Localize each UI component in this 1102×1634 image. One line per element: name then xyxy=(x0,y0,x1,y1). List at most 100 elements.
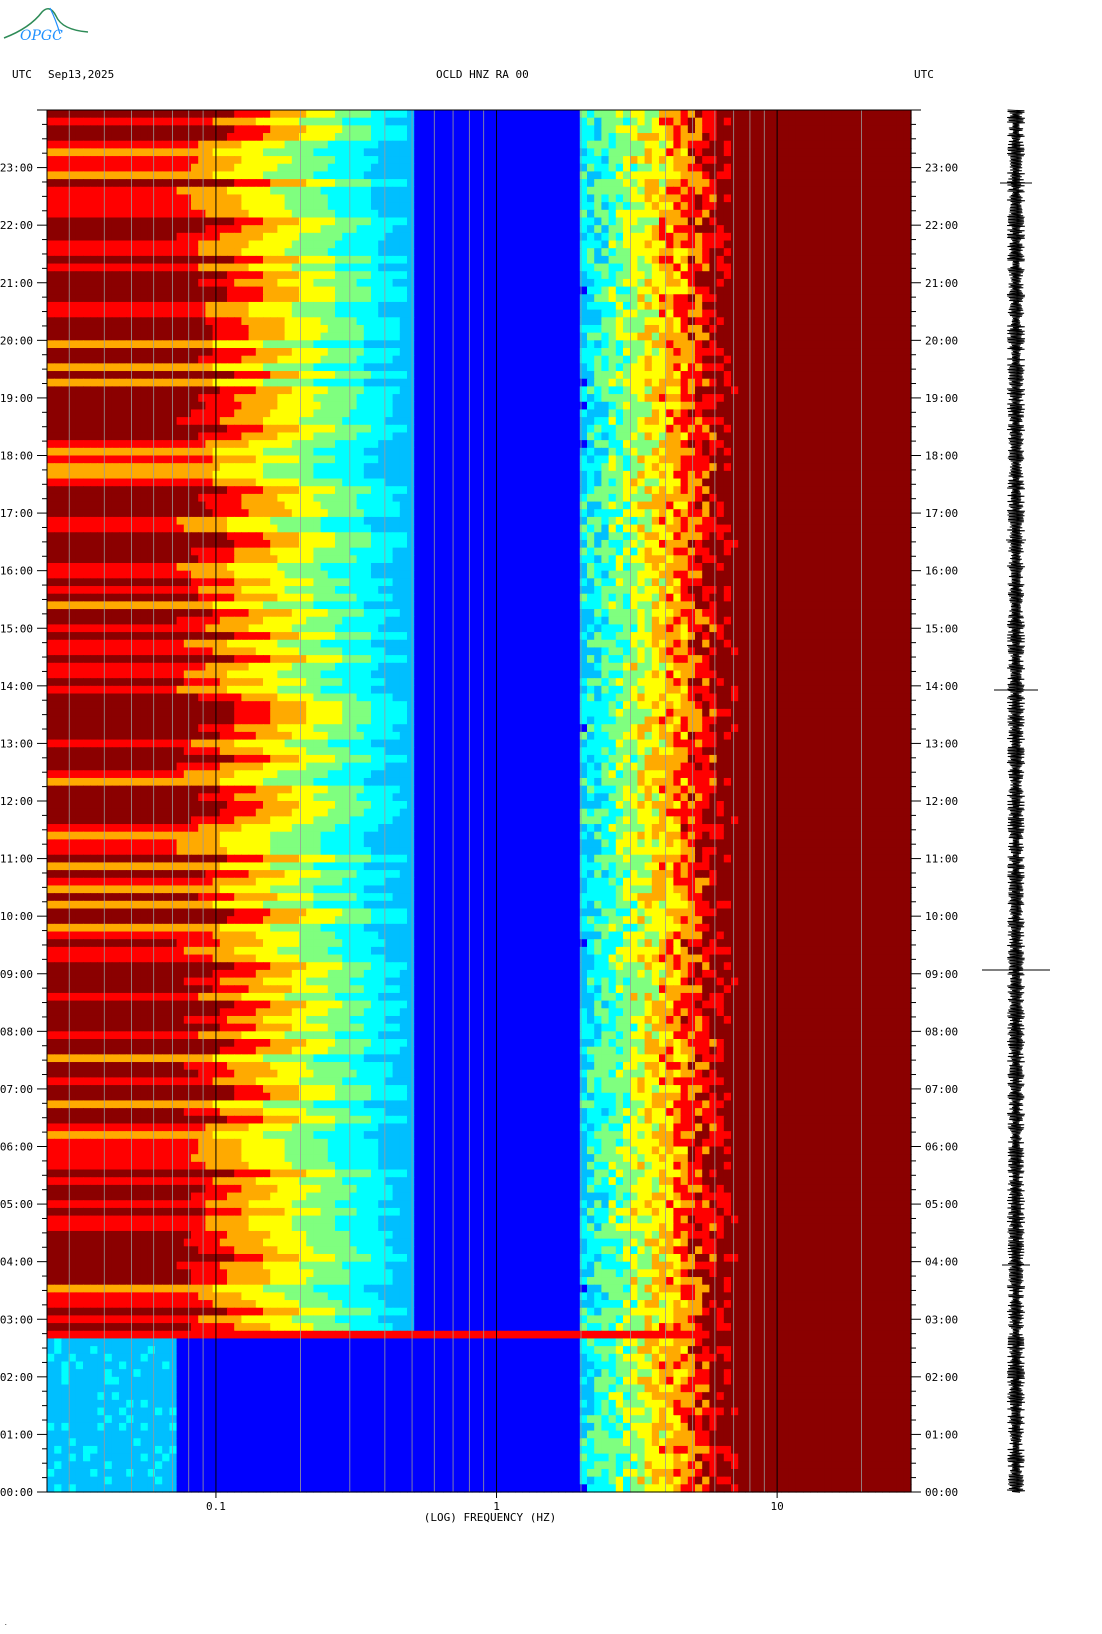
heatmap-cell xyxy=(111,209,120,219)
heatmap-cell xyxy=(651,255,660,265)
heatmap-cell xyxy=(587,394,595,403)
heatmap-cell xyxy=(529,179,538,188)
heatmap-cell xyxy=(889,225,898,234)
heatmap-cell xyxy=(299,348,307,357)
heatmap-cell xyxy=(522,202,530,211)
heatmap-cell xyxy=(572,355,581,364)
heatmap-cell xyxy=(759,271,768,280)
heatmap-cell xyxy=(752,378,761,387)
heatmap-cell xyxy=(752,186,761,196)
heatmap-cell xyxy=(191,263,199,272)
heatmap-cell xyxy=(183,217,192,226)
heatmap-cell xyxy=(61,125,70,134)
heatmap-cell xyxy=(579,348,588,357)
heatmap-cell xyxy=(673,225,682,234)
heatmap-cell xyxy=(443,394,451,403)
heatmap-cell xyxy=(903,324,912,334)
heatmap-cell xyxy=(378,424,386,434)
heatmap-cell xyxy=(176,209,185,219)
heatmap-cell xyxy=(882,371,890,380)
heatmap-cell xyxy=(342,194,350,203)
heatmap-cell xyxy=(839,156,847,165)
heatmap-cell xyxy=(723,171,732,180)
heatmap-cell xyxy=(183,240,192,249)
heatmap-cell xyxy=(342,386,350,395)
heatmap-cell xyxy=(795,148,804,157)
heatmap-cell xyxy=(615,209,624,219)
heatmap-cell xyxy=(709,278,718,288)
heatmap-cell xyxy=(507,294,516,303)
heatmap-cell xyxy=(759,194,768,203)
heatmap-cell xyxy=(284,202,293,211)
heatmap-cell xyxy=(795,348,804,357)
heatmap-cell xyxy=(126,409,134,418)
heatmap-cell xyxy=(695,186,703,196)
heatmap-cell xyxy=(277,117,286,126)
heatmap-cell xyxy=(630,202,638,211)
heatmap-cell xyxy=(860,271,869,280)
heatmap-cell xyxy=(644,394,653,403)
heatmap-cell xyxy=(335,148,343,157)
heatmap-cell xyxy=(47,125,55,134)
heatmap-cell xyxy=(306,133,314,142)
heatmap-cell xyxy=(875,163,883,173)
heatmap-cell xyxy=(731,363,739,372)
heatmap-cell xyxy=(327,110,336,119)
heatmap-cell xyxy=(392,148,401,157)
heatmap-cell xyxy=(752,240,761,249)
heatmap-cell xyxy=(327,278,336,288)
heatmap-cell xyxy=(133,417,142,426)
heatmap-cell xyxy=(414,232,422,242)
heatmap-cell xyxy=(824,255,833,265)
heatmap-cell xyxy=(860,371,869,380)
heatmap-cell xyxy=(860,317,869,326)
heatmap-cell xyxy=(529,286,538,295)
heatmap-cell xyxy=(507,417,516,426)
heatmap-cell xyxy=(126,301,134,311)
heatmap-cell xyxy=(608,263,617,272)
heatmap-cell xyxy=(277,378,286,387)
heatmap-cell xyxy=(507,278,516,288)
heatmap-cell xyxy=(522,117,530,126)
heatmap-cell xyxy=(414,348,422,357)
heatmap-cell xyxy=(745,117,754,126)
heatmap-cell xyxy=(270,202,278,211)
heatmap-cell xyxy=(327,317,336,326)
heatmap-cell xyxy=(407,401,415,411)
heatmap-cell xyxy=(803,240,811,249)
heatmap-cell xyxy=(752,355,761,364)
heatmap-cell xyxy=(327,371,336,380)
heatmap-cell xyxy=(47,301,55,311)
heatmap-cell xyxy=(263,363,271,372)
heatmap-cell xyxy=(291,417,300,426)
heatmap-cell xyxy=(191,294,199,303)
heatmap-cell xyxy=(241,194,250,203)
heatmap-cell xyxy=(702,232,710,242)
heatmap-cell xyxy=(205,255,214,265)
heatmap-cell xyxy=(529,401,538,411)
heatmap-cell xyxy=(623,217,631,226)
heatmap-cell xyxy=(356,240,365,249)
heatmap-cell xyxy=(169,240,178,249)
heatmap-cell xyxy=(363,378,372,387)
heatmap-cell xyxy=(767,401,775,411)
heatmap-cell xyxy=(752,286,761,295)
heatmap-cell xyxy=(903,332,912,341)
heatmap-cell xyxy=(176,317,185,326)
heatmap-cell xyxy=(788,348,797,357)
heatmap-cell xyxy=(198,317,206,326)
heatmap-cell xyxy=(680,417,689,426)
heatmap-cell xyxy=(536,240,545,249)
heatmap-cell xyxy=(450,271,458,280)
heatmap-cell xyxy=(219,240,228,249)
heatmap-cell xyxy=(579,417,588,426)
heatmap-cell xyxy=(306,248,314,257)
heatmap-cell xyxy=(306,186,314,196)
heatmap-cell xyxy=(342,148,350,157)
heatmap-cell xyxy=(327,332,336,341)
heatmap-cell xyxy=(443,202,451,211)
heatmap-cell xyxy=(882,263,890,272)
heatmap-cell xyxy=(803,133,811,142)
heatmap-cell xyxy=(896,278,905,288)
heatmap-cell xyxy=(198,394,206,403)
